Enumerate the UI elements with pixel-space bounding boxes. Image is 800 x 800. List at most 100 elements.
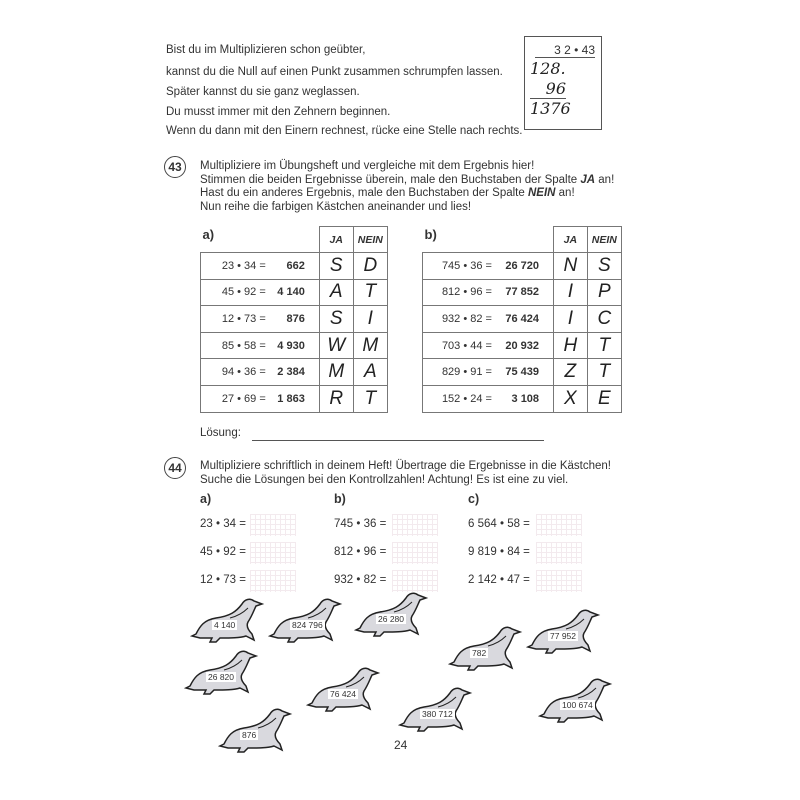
- task-number-43: 43: [164, 156, 186, 178]
- seal-control-number: 76 424: [305, 665, 386, 715]
- nein-letter-cell[interactable]: T: [352, 278, 389, 307]
- seal-icon: [267, 598, 348, 650]
- seal-control-number: 77 952: [525, 607, 606, 657]
- seal-control-number: 380 712: [397, 685, 478, 735]
- ja-letter-cell[interactable]: S: [318, 305, 354, 333]
- nein-letter-cell[interactable]: T: [586, 358, 623, 387]
- nein-letter-cell[interactable]: P: [586, 278, 623, 307]
- control-number: 380 712: [420, 709, 455, 719]
- control-number: 824 796: [290, 620, 325, 630]
- task43-instructions: Multipliziere im Übungsheft und vergleic…: [200, 160, 615, 213]
- nein-letter-cell[interactable]: S: [586, 252, 623, 280]
- seal-control-number: 26 820: [183, 648, 264, 698]
- multiplication-cell: 829 • 91 = 75 439: [421, 358, 555, 387]
- exercise-text: 745 • 36 =: [334, 518, 387, 530]
- seal-control-number: 876: [217, 706, 298, 756]
- seal-control-number: 100 674: [537, 676, 618, 726]
- answer-box[interactable]: [392, 514, 438, 536]
- ja-letter-cell[interactable]: A: [318, 278, 354, 307]
- column-label: c): [468, 492, 480, 506]
- nein-letter-cell[interactable]: A: [352, 358, 389, 387]
- control-number: 876: [240, 730, 259, 740]
- multiplication-cell: 152 • 24 = 3 108: [421, 385, 555, 413]
- answer-box[interactable]: [536, 514, 582, 536]
- solution-line[interactable]: [252, 440, 544, 441]
- ja-letter-cell[interactable]: R: [318, 385, 354, 413]
- nein-letter-cell[interactable]: M: [352, 331, 389, 360]
- column-header-ja: JA: [318, 225, 354, 254]
- seal-control-number: 824 796: [267, 596, 348, 646]
- control-number: 26 820: [206, 672, 236, 682]
- column-header-nein: NEIN: [352, 225, 389, 254]
- nein-letter-cell[interactable]: T: [586, 331, 623, 360]
- answer-box[interactable]: [250, 514, 296, 536]
- ja-letter-cell[interactable]: I: [553, 305, 588, 333]
- multiplication-cell: 85 • 58 = 4 930: [200, 331, 320, 360]
- table-row: 12 • 73 = 876 S I: [200, 305, 389, 333]
- seal-icon: [447, 626, 528, 678]
- example-partial-1: 128.: [530, 59, 566, 78]
- seal-icon: [397, 687, 478, 739]
- intro-line: Später kannst du sie ganz weglassen.: [166, 86, 360, 98]
- control-number: 100 674: [560, 700, 595, 710]
- table-row: 152 • 24 = 3 108 X E: [421, 385, 623, 413]
- nein-letter-cell[interactable]: C: [586, 305, 623, 333]
- seal-control-number: 26 280: [353, 590, 434, 640]
- exercise-text: 23 • 34 =: [200, 518, 246, 530]
- seal-icon: [537, 678, 618, 730]
- control-number: 26 280: [376, 614, 406, 624]
- multiplication-cell: 12 • 73 = 876: [200, 305, 320, 333]
- column-label: a): [200, 492, 212, 506]
- exercise-text: 45 • 92 =: [200, 546, 246, 558]
- answer-box[interactable]: [536, 542, 582, 564]
- ja-letter-cell[interactable]: M: [318, 358, 354, 387]
- intro-line: Wenn du dann mit den Einern rechnest, rü…: [166, 125, 523, 137]
- column-label: b): [334, 492, 346, 506]
- answer-box[interactable]: [536, 570, 582, 592]
- answer-box[interactable]: [250, 542, 296, 564]
- seal-control-number: 782: [447, 624, 528, 674]
- ja-letter-cell[interactable]: N: [553, 252, 588, 280]
- nein-letter-cell[interactable]: E: [586, 385, 623, 413]
- exercise-text: 2 142 • 47 =: [468, 574, 530, 586]
- seal-icon: [353, 592, 434, 644]
- ja-letter-cell[interactable]: X: [553, 385, 588, 413]
- ja-letter-cell[interactable]: I: [553, 278, 588, 307]
- seal-icon: [305, 667, 386, 719]
- ja-letter-cell[interactable]: Z: [553, 358, 588, 387]
- control-number: 77 952: [548, 631, 578, 641]
- intro-line: Bist du im Multiplizieren schon geübter,: [166, 44, 366, 56]
- table-row: 85 • 58 = 4 930 W M: [200, 331, 389, 360]
- exercise-text: 12 • 73 =: [200, 574, 246, 586]
- nein-letter-cell[interactable]: D: [352, 252, 389, 280]
- table-row: 829 • 91 = 75 439 Z T: [421, 358, 623, 387]
- control-number: 782: [470, 648, 489, 658]
- ja-letter-cell[interactable]: W: [318, 331, 354, 360]
- control-number: 76 424: [328, 689, 358, 699]
- table-label: b): [424, 226, 437, 242]
- example-partial-2: 96: [530, 79, 566, 99]
- multiplication-cell: 45 • 92 = 4 140: [200, 278, 320, 307]
- multiplication-cell: 812 • 96 = 77 852: [421, 278, 555, 307]
- ja-letter-cell[interactable]: H: [553, 331, 588, 360]
- table-row: 745 • 36 = 26 720 N S: [421, 252, 623, 280]
- multiplication-cell: 703 • 44 = 20 932: [421, 331, 555, 360]
- answer-box[interactable]: [392, 570, 438, 592]
- multiplication-cell: 932 • 82 = 76 424: [421, 305, 555, 333]
- table-row: 45 • 92 = 4 140 A T: [200, 278, 389, 307]
- answer-box[interactable]: [250, 570, 296, 592]
- nein-letter-cell[interactable]: I: [352, 305, 389, 333]
- seal-icon: [525, 609, 606, 661]
- example-result: 1376: [530, 99, 571, 118]
- seal-icon: [183, 650, 264, 702]
- answer-box[interactable]: [392, 542, 438, 564]
- table-row: 27 • 69 = 1 863 R T: [200, 385, 389, 413]
- exercise-text: 6 564 • 58 =: [468, 518, 530, 530]
- multiplication-cell: 94 • 36 = 2 384: [200, 358, 320, 387]
- nein-letter-cell[interactable]: T: [352, 385, 389, 413]
- ja-letter-cell[interactable]: S: [318, 252, 354, 280]
- seal-icon: [217, 708, 298, 760]
- table-row: 94 • 36 = 2 384 M A: [200, 358, 389, 387]
- task-number-44: 44: [164, 457, 186, 479]
- seal-control-number: 4 140: [189, 596, 270, 646]
